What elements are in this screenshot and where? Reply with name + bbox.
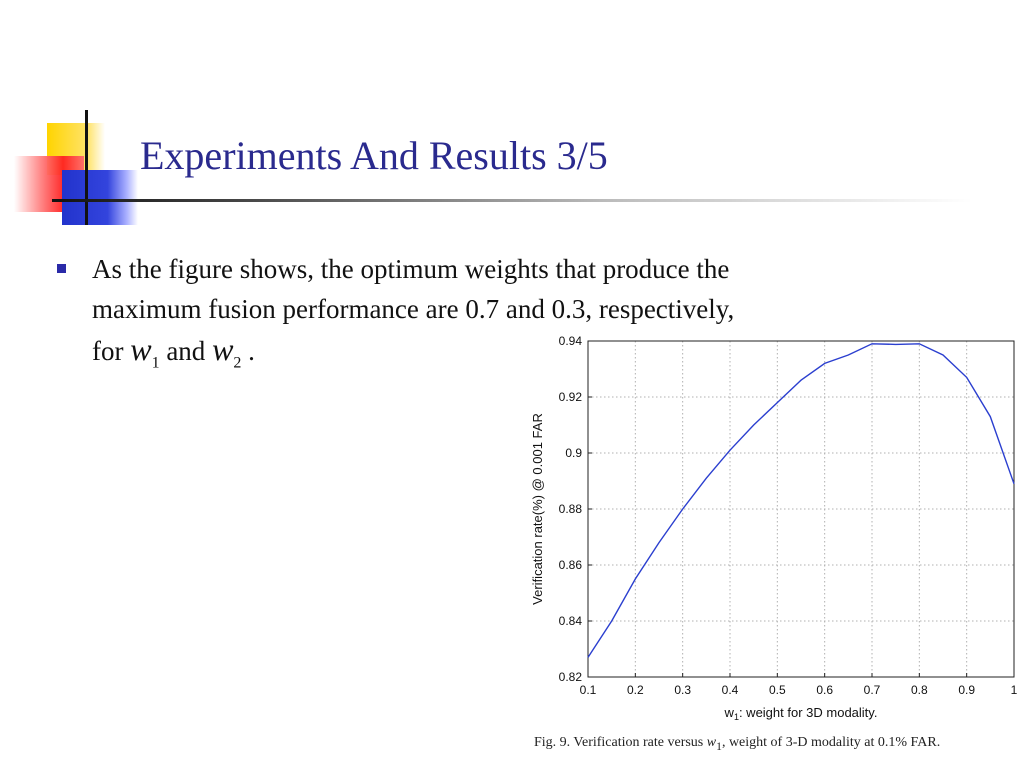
decor-blue-square (62, 170, 138, 225)
x-tick-label: 0.5 (769, 683, 786, 697)
variable-w1: w1 (130, 331, 160, 372)
verification-rate-chart: 0.1 0.2 0.3 0.4 0.5 0.6 0.7 0.8 0.9 1 0.82 0.84 0.86… (520, 325, 1024, 768)
bullet-text: As the figure shows, the optimum weights… (92, 249, 932, 383)
x-tick-label: 0.3 (674, 683, 691, 697)
y-tick-label: 0.86 (559, 558, 583, 572)
plot-frame (587, 340, 1015, 678)
y-tick-label: 0.92 (559, 390, 583, 404)
x-tick-label: 0.6 (816, 683, 833, 697)
y-tick-label: 0.9 (565, 446, 582, 460)
x-tick-label: 0.7 (864, 683, 881, 697)
y-axis-label: Verification rate(%) @ 0.001 FAR (530, 413, 545, 605)
bullet-period: . (248, 336, 255, 366)
series-line (587, 343, 1015, 658)
bullet-line-1: As the figure shows, the optimum weights… (92, 254, 730, 284)
y-tick-label: 0.82 (559, 670, 583, 684)
bullet-square-icon (57, 264, 66, 273)
chart-svg: 0.1 0.2 0.3 0.4 0.5 0.6 0.7 0.8 0.9 1 0.82 0.84 0.86… (530, 334, 1018, 722)
x-tick-label: 0.9 (958, 683, 975, 697)
figure-caption: Fig. 9. Verification rate versus w1, wei… (534, 735, 941, 753)
variable-w2: w2 (212, 331, 242, 372)
bullet-for: for (92, 336, 124, 366)
decor-vertical-line (85, 110, 88, 225)
bullet-and: and (166, 336, 206, 366)
x-tick-label: 0.2 (627, 683, 644, 697)
bullet-line-2: maximum fusion performance are 0.7 and 0… (92, 294, 735, 324)
title-underline (52, 199, 972, 202)
y-tick-label: 0.94 (559, 334, 583, 348)
x-tick-label: 1 (1011, 683, 1018, 697)
x-axis-label: w1: weight for 3D modality. (724, 705, 878, 722)
bullet-line-3: for w1 and w2 . (92, 329, 932, 383)
y-tick-label: 0.84 (559, 614, 583, 628)
x-tick-label: 0.4 (722, 683, 739, 697)
x-tick-label: 0.8 (911, 683, 928, 697)
y-tick-label: 0.88 (559, 502, 583, 516)
x-tick-label: 0.1 (580, 683, 597, 697)
slide-title: Experiments And Results 3/5 (140, 133, 608, 178)
